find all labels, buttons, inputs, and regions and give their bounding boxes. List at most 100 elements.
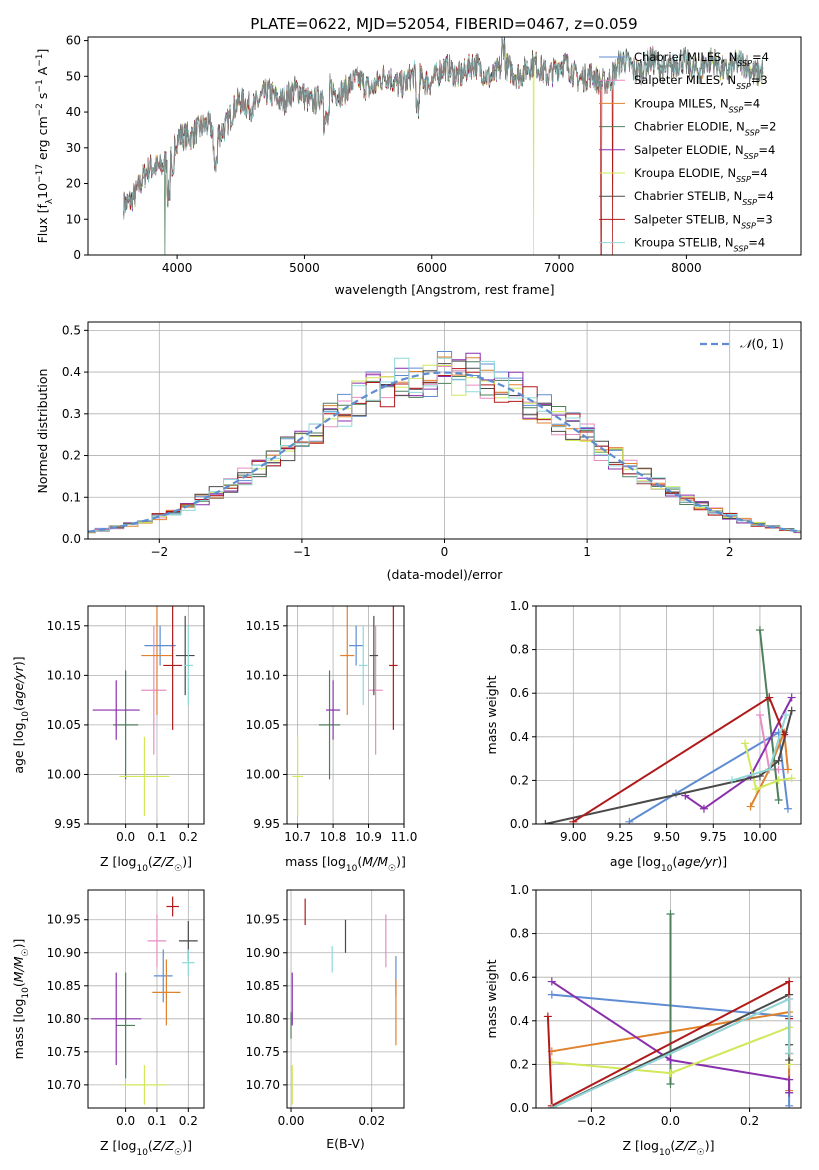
y-axis-label: mass [log10(M/M☉)] bbox=[11, 939, 31, 1060]
legend-label: 𝒩(0, 1) bbox=[740, 337, 784, 351]
weight-line-chabrier-elodie bbox=[758, 629, 780, 801]
x-tick-label: 0.0 bbox=[661, 1114, 680, 1128]
y-tick-label: 0 bbox=[73, 248, 81, 262]
y-tick-label: 10.90 bbox=[47, 946, 81, 960]
weight-marker bbox=[787, 693, 796, 702]
weight-marker bbox=[782, 711, 791, 719]
y-tick-label: 10.90 bbox=[246, 946, 280, 960]
figure-title: PLATE=0622, MJD=52054, FIBERID=0467, z=0… bbox=[250, 15, 637, 33]
weight-marker bbox=[785, 1088, 794, 1097]
plot-area bbox=[91, 896, 198, 1105]
y-tick-label: 10.95 bbox=[246, 913, 280, 927]
weight-marker bbox=[785, 977, 794, 986]
x-tick-label: 1 bbox=[583, 545, 591, 559]
x-tick-label: 4000 bbox=[162, 261, 193, 275]
x-axis-label: mass [log10(M/M☉)] bbox=[285, 854, 406, 874]
y-tick-label: 0.0 bbox=[510, 1101, 529, 1115]
plot-area bbox=[292, 606, 398, 817]
x-tick-label: 9.50 bbox=[653, 830, 680, 844]
y-tick-label: 30 bbox=[66, 141, 81, 155]
weight-marker bbox=[774, 776, 783, 785]
weight-marker bbox=[547, 1104, 556, 1108]
weight-marker bbox=[774, 756, 783, 765]
y-tick-label: 10.15 bbox=[47, 619, 81, 633]
x-tick-label: 9.25 bbox=[607, 830, 634, 844]
y-tick-label: 10.10 bbox=[47, 668, 81, 682]
weight-vs-z-panel: −0.2 0.0 0.2 0.0 0.2 0.4 0.6 0.8 1.0 Z [log10(Z/Z… bbox=[484, 883, 802, 1158]
legend-label: Kroupa ELODIE, NSSP=4 bbox=[634, 166, 768, 184]
y-tick-label: 10.80 bbox=[47, 1012, 81, 1026]
y-tick-label: 10.15 bbox=[246, 619, 280, 633]
x-tick-label: 0.2 bbox=[179, 1114, 198, 1128]
normal-curve bbox=[88, 371, 799, 533]
weight-marker bbox=[666, 1056, 675, 1065]
x-axis-label: Z [log10(Z/Z☉)] bbox=[100, 854, 192, 874]
y-tick-label: 0.2 bbox=[510, 1057, 529, 1071]
x-axis-label: (data-model)/error bbox=[387, 567, 504, 582]
y-tick-label: 10.80 bbox=[246, 1012, 280, 1026]
axes-frame bbox=[87, 605, 205, 825]
weight-marker bbox=[785, 1049, 794, 1058]
weight-marker bbox=[741, 739, 750, 748]
spectrum-data-line bbox=[123, 38, 764, 215]
y-tick-label: 0.8 bbox=[510, 927, 529, 941]
weight-marker bbox=[666, 1080, 675, 1089]
weight-vs-age-panel: 9.00 9.25 9.50 9.75 10.00 0.0 0.2 0.4 0.6 0.8 1.0 a… bbox=[484, 599, 802, 874]
x-tick-label: 9.75 bbox=[700, 830, 727, 844]
weight-marker bbox=[543, 1012, 552, 1021]
x-tick-label: −1 bbox=[293, 545, 311, 559]
x-tick-label: 0.2 bbox=[740, 1114, 759, 1128]
y-tick-label: 10.75 bbox=[47, 1045, 81, 1059]
weight-marker bbox=[787, 706, 796, 715]
weight-line-salpeter-stelib bbox=[546, 979, 791, 1108]
y-tick-label: 0.4 bbox=[510, 730, 529, 744]
x-tick-label: 8000 bbox=[671, 261, 702, 275]
y-tick-label: 20 bbox=[66, 177, 81, 191]
y-axis-label: mass weight bbox=[484, 959, 499, 1038]
age-vs-z-panel: 0.0 0.1 0.2 9.95 10.00 10.05 10.10 10.15 Z [log1… bbox=[11, 605, 205, 874]
y-tick-label: 10.85 bbox=[246, 979, 280, 993]
plot-area bbox=[88, 351, 801, 534]
y-tick-label: 10.75 bbox=[246, 1045, 280, 1059]
weight-line-kroupa-elodie bbox=[744, 743, 792, 791]
y-tick-label: 1.0 bbox=[510, 599, 529, 613]
legend-label: Kroupa STELIB, NSSP=4 bbox=[634, 236, 765, 254]
x-tick-label: 0.1 bbox=[147, 1114, 166, 1128]
weight-marker bbox=[666, 909, 675, 918]
age-vs-mass-panel: 10.7 10.8 10.9 11.0 9.95 10.00 10.05 10.10 10.15… bbox=[246, 605, 418, 874]
legend: Chabrier MILES, NSSP=4 Salpeter MILES, NS… bbox=[599, 50, 776, 253]
axes-frame bbox=[87, 889, 205, 1109]
histogram-salpeter-stelib bbox=[88, 368, 801, 533]
y-tick-label: 9.95 bbox=[253, 817, 280, 831]
weight-marker bbox=[785, 1101, 794, 1108]
x-tick-label: 6000 bbox=[416, 261, 447, 275]
mass-vs-z-panel: 0.0 0.1 0.2 10.70 10.75 10.80 10.85 10.90 10.95 Z… bbox=[11, 889, 205, 1158]
weight-line-salpeter-elodie bbox=[684, 697, 793, 810]
legend-label: Salpeter MILES, NSSP=3 bbox=[634, 73, 768, 91]
x-axis-label: age [log10(age/yr)] bbox=[610, 854, 727, 874]
legend-label: Salpeter STELIB, NSSP=3 bbox=[634, 212, 773, 230]
y-tick-label: 10.70 bbox=[246, 1078, 280, 1092]
weight-marker bbox=[699, 804, 708, 813]
x-tick-label: 9.00 bbox=[560, 830, 587, 844]
histogram-kroupa-miles bbox=[88, 356, 801, 533]
axes-frame bbox=[535, 605, 802, 825]
weight-marker bbox=[752, 785, 761, 794]
histogram-chabrier-elodie bbox=[88, 361, 801, 533]
x-tick-label: −2 bbox=[150, 545, 168, 559]
y-tick-label: 0.2 bbox=[62, 449, 81, 463]
x-tick-label: 10.9 bbox=[355, 830, 382, 844]
histogram-kroupa-stelib bbox=[88, 357, 801, 533]
x-tick-label: 0.0 bbox=[116, 830, 135, 844]
x-tick-label: 11.0 bbox=[391, 830, 418, 844]
x-tick-label: 10.8 bbox=[320, 830, 347, 844]
y-tick-label: 10.70 bbox=[47, 1078, 81, 1092]
y-tick-label: 9.95 bbox=[54, 817, 81, 831]
weight-marker bbox=[755, 711, 764, 719]
weight-marker bbox=[785, 995, 794, 1003]
weight-marker bbox=[666, 1069, 675, 1078]
axes-frame bbox=[535, 889, 802, 1109]
plot-area bbox=[543, 909, 794, 1108]
y-tick-label: 10.05 bbox=[246, 718, 280, 732]
weight-marker bbox=[746, 802, 755, 811]
